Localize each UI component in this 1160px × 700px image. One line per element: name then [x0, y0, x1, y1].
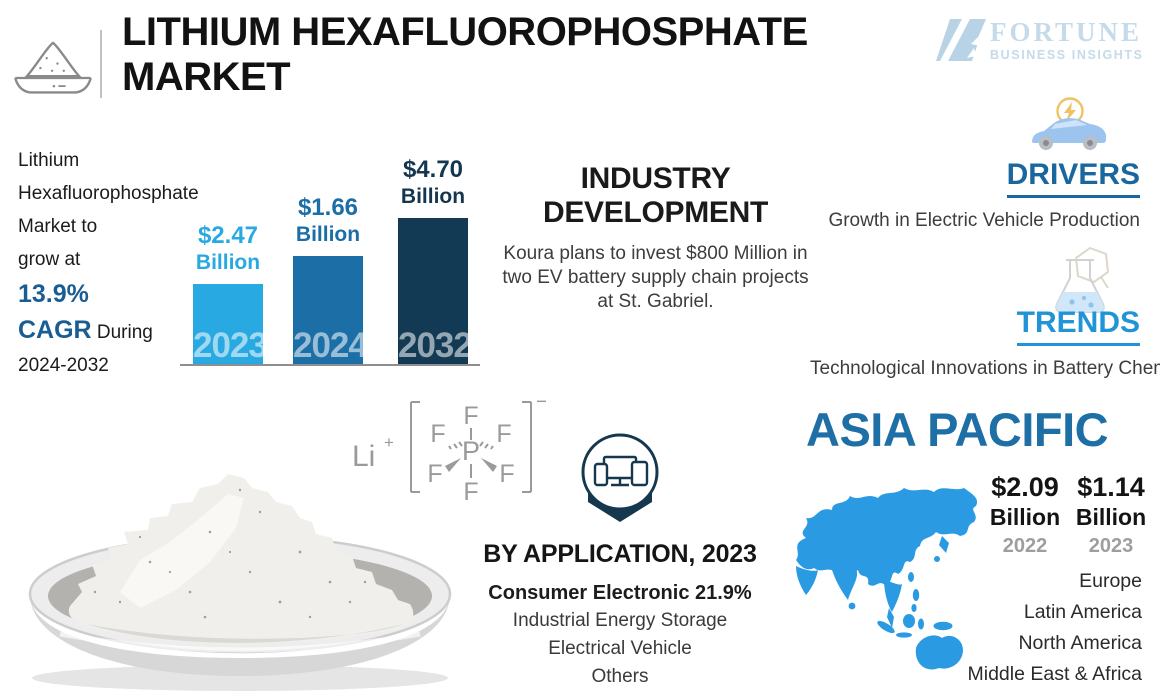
- industry-development-section: INDUSTRY DEVELOPMENT Koura plans to inve…: [498, 162, 813, 314]
- header-divider: [100, 30, 102, 98]
- bar-value: $2.47: [197, 222, 259, 249]
- chart-baseline: [180, 364, 480, 366]
- industry-body: Koura plans to invest $800 Million in tw…: [502, 243, 809, 312]
- growth-period: 2024-2032: [18, 355, 109, 376]
- bar-year-label: 2024: [293, 326, 368, 365]
- fortune-logo-mark-icon: [936, 19, 988, 61]
- bar-column-2032: $4.70 Billion 2032: [398, 156, 473, 365]
- bar-unit: Billion: [400, 185, 466, 208]
- bar-year-label: 2032: [398, 326, 473, 365]
- regions-list: Europe Latin America North America Middl…: [880, 566, 1143, 690]
- bar-2024: 2024: [293, 256, 368, 365]
- growth-during: During: [96, 322, 153, 343]
- region-item: North America: [1018, 632, 1142, 654]
- application-item: Consumer Electronic 21.9%: [488, 582, 752, 604]
- formula-ligand: F: [499, 460, 514, 488]
- bar-column-2024: $1.66 Billion 2024: [293, 194, 368, 365]
- region-item: Latin America: [1023, 601, 1142, 623]
- bar-unit: Billion: [195, 251, 261, 274]
- stat-value: $1.14: [1077, 472, 1145, 502]
- stat-value: $2.09: [991, 472, 1059, 502]
- electric-car-icon: [1032, 97, 1106, 150]
- powder-dish-photo: [28, 474, 452, 691]
- industry-heading: INDUSTRY DEVELOPMENT: [498, 162, 813, 230]
- cagr-value: 13.9%: [18, 280, 89, 308]
- industry-heading-line2: DEVELOPMENT: [542, 196, 769, 229]
- stat-unit: Billion: [1075, 504, 1147, 530]
- formula-center-atom: P: [462, 436, 480, 466]
- asia-stat-2023: $1.14 Billion 2023: [1066, 472, 1156, 558]
- application-item: Others: [591, 666, 649, 687]
- application-list: Consumer Electronic 21.9% Industrial Ene…: [455, 579, 785, 691]
- formula-ligand: F: [427, 460, 442, 488]
- stat-year: 2022: [1002, 535, 1048, 557]
- market-bar-chart: $2.47 Billion 2023 $1.66 Billion 2024 $4…: [180, 156, 480, 366]
- powder-dish-icon: [14, 41, 92, 94]
- formula-ligand: F: [463, 478, 478, 504]
- region-item: Middle East & Africa: [967, 663, 1143, 685]
- drivers-heading: DRIVERS: [1006, 158, 1140, 198]
- trends-heading: TRENDS: [1016, 306, 1140, 346]
- industry-heading-line1: INDUSTRY: [580, 162, 731, 195]
- bar-2023: 2023: [193, 284, 268, 365]
- asia-stat-2022: $2.09 Billion 2022: [980, 472, 1070, 558]
- page-title: LITHIUM HEXAFLUOROPHOSPHATE MARKET: [122, 10, 932, 100]
- growth-line: CAGR During: [18, 312, 213, 349]
- formula-ligand: F: [430, 420, 445, 448]
- growth-note: Lithium Hexafluorophosphate Market to gr…: [18, 144, 213, 382]
- bar-2032: 2032: [398, 218, 473, 365]
- bar-year-label: 2023: [193, 326, 268, 365]
- trends-section: TRENDS Technological Innovations in Batt…: [810, 306, 1160, 380]
- chemistry-flask-icon: [1055, 246, 1110, 313]
- formula-ligand: F: [463, 402, 478, 430]
- formula-cation: Li: [352, 440, 375, 473]
- application-item: Electrical Vehicle: [548, 638, 692, 659]
- asia-pacific-heading: ASIA PACIFIC: [806, 403, 1109, 456]
- fortune-logo: FORTUNE BUSINESS INSIGHTS: [990, 18, 1160, 62]
- bar-value-label: $1.66 Billion: [296, 194, 360, 248]
- by-application-section: BY APPLICATION, 2023 Consumer Electronic…: [455, 540, 785, 691]
- growth-line: grow at: [18, 249, 81, 270]
- growth-line: Lithium: [18, 150, 80, 171]
- trends-text: Technological Innovations in Battery Che…: [810, 358, 1160, 379]
- growth-line: Market to: [18, 216, 98, 237]
- formula-anion-charge: −: [536, 391, 546, 413]
- bar-value-label: $4.70 Billion: [401, 156, 465, 210]
- growth-line: Hexafluorophosphate: [18, 183, 199, 204]
- logo-name: FORTUNE: [990, 17, 1143, 47]
- bar-value: $1.66: [297, 194, 359, 221]
- bar-column-2023: $2.47 Billion 2023: [193, 222, 268, 365]
- application-item: Industrial Energy Storage: [512, 610, 728, 631]
- lipf6-formula: Li + − P F F F F F F: [352, 391, 546, 504]
- bar-value-label: $2.47 Billion: [196, 222, 260, 276]
- application-heading: BY APPLICATION, 2023: [483, 540, 757, 568]
- stat-unit: Billion: [989, 504, 1061, 530]
- page-title-line1: LITHIUM HEXAFLUOROPHOSPHATE: [122, 10, 808, 54]
- drivers-text: Growth in Electric Vehicle Production: [828, 210, 1140, 231]
- stat-year: 2023: [1088, 535, 1134, 557]
- drivers-section: DRIVERS Growth in Electric Vehicle Produ…: [810, 158, 1140, 232]
- bar-unit: Billion: [295, 223, 361, 246]
- cagr-label: CAGR: [18, 316, 92, 344]
- formula-ligand: F: [496, 420, 511, 448]
- region-item: Europe: [1079, 570, 1142, 592]
- devices-badge-icon: [581, 433, 659, 522]
- asia-pacific-map: [796, 488, 978, 670]
- page-title-line2: MARKET: [122, 55, 291, 99]
- bar-value: $4.70: [402, 156, 464, 183]
- logo-tagline: BUSINESS INSIGHTS: [990, 48, 1144, 62]
- formula-cation-charge: +: [384, 433, 394, 452]
